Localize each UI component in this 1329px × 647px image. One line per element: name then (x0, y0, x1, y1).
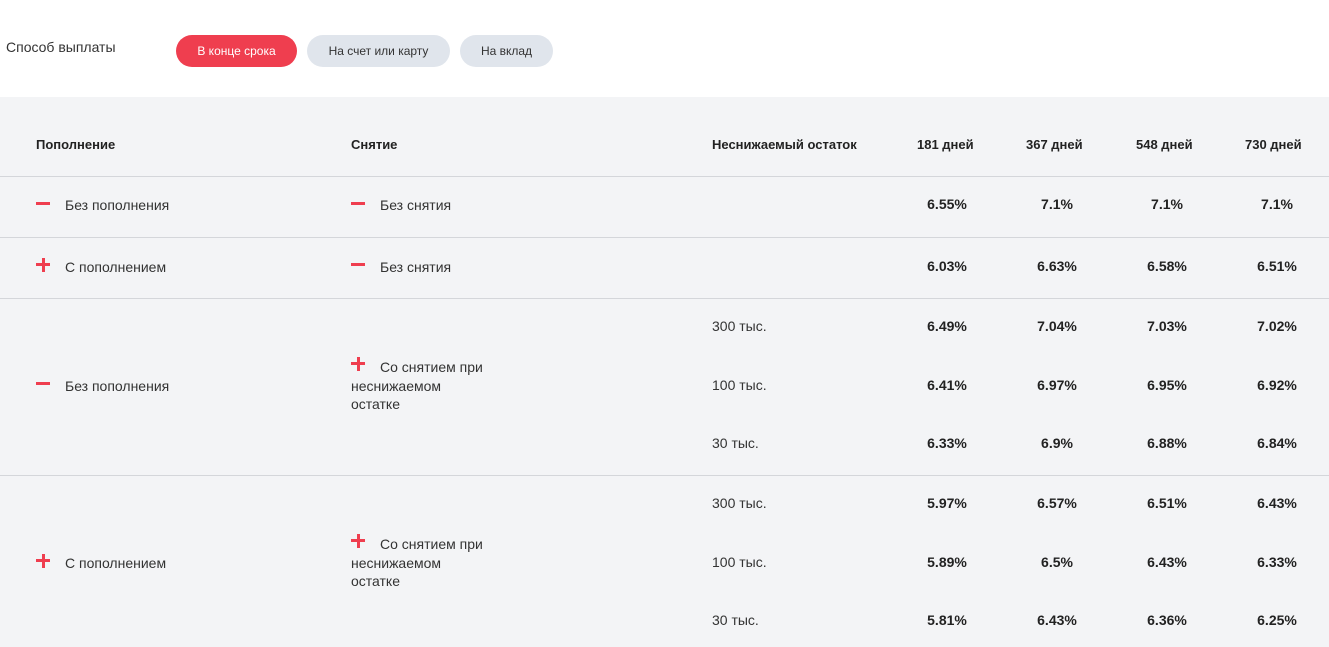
header-548-days: 548 дней (1136, 137, 1193, 152)
rate-367: 6.63% (1037, 258, 1077, 274)
header-367-days: 367 дней (1026, 137, 1083, 152)
row-divider (0, 237, 1329, 238)
rate-548: 6.88% (1147, 435, 1187, 451)
rate-181: 5.89% (927, 554, 967, 570)
rates-table: Пополнение Снятие Неснижаемый остаток 18… (0, 97, 1329, 647)
rate-548: 6.95% (1147, 377, 1187, 393)
withdraw-label: Со снятием при неснижаемом остатке (351, 359, 483, 412)
rate-367: 6.97% (1037, 377, 1077, 393)
row-divider (0, 298, 1329, 299)
rate-181: 6.33% (927, 435, 967, 451)
rate-730: 6.43% (1257, 495, 1297, 511)
rate-181: 6.41% (927, 377, 967, 393)
rate-548: 6.36% (1147, 612, 1187, 628)
rate-548: 6.43% (1147, 554, 1187, 570)
plus-icon (36, 554, 50, 568)
row-divider (0, 475, 1329, 476)
rate-730: 6.51% (1257, 258, 1297, 274)
withdraw-label: Со снятием при неснижаемом остатке (351, 536, 483, 589)
minus-icon (351, 258, 365, 272)
minus-icon (36, 377, 50, 391)
rate-181: 5.81% (927, 612, 967, 628)
rate-181: 5.97% (927, 495, 967, 511)
min-balance: 30 тыс. (712, 435, 759, 451)
rate-548: 7.1% (1151, 196, 1183, 212)
payout-option-account-or-card[interactable]: На счет или карту (307, 35, 450, 67)
payout-method-label: Способ выплаты (6, 39, 116, 55)
header-730-days: 730 дней (1245, 137, 1302, 152)
header-181-days: 181 дней (917, 137, 974, 152)
plus-icon (36, 258, 50, 272)
row-divider (0, 176, 1329, 177)
rate-730: 6.33% (1257, 554, 1297, 570)
payout-option-deposit[interactable]: На вклад (460, 35, 553, 67)
payout-method-bar: Способ выплаты В конце срока На счет или… (0, 0, 1329, 97)
minus-icon (36, 197, 50, 211)
min-balance: 30 тыс. (712, 612, 759, 628)
replenish-label: С пополнением (65, 259, 167, 275)
rate-367: 6.57% (1037, 495, 1077, 511)
rate-730: 7.02% (1257, 318, 1297, 334)
rate-548: 7.03% (1147, 318, 1187, 334)
rate-367: 6.43% (1037, 612, 1077, 628)
header-replenish: Пополнение (36, 137, 116, 152)
rate-730: 6.25% (1257, 612, 1297, 628)
header-withdraw: Снятие (351, 137, 398, 152)
minus-icon (351, 197, 365, 211)
min-balance: 300 тыс. (712, 495, 767, 511)
rate-367: 7.1% (1041, 196, 1073, 212)
rate-367: 7.04% (1037, 318, 1077, 334)
payout-option-end-of-term[interactable]: В конце срока (176, 35, 297, 67)
withdraw-label: Без снятия (380, 197, 452, 213)
rate-181: 6.49% (927, 318, 967, 334)
plus-icon (351, 357, 365, 371)
replenish-label: С пополнением (65, 555, 167, 571)
rate-548: 6.58% (1147, 258, 1187, 274)
min-balance: 300 тыс. (712, 318, 767, 334)
rate-367: 6.9% (1041, 435, 1073, 451)
rate-181: 6.55% (927, 196, 967, 212)
rate-181: 6.03% (927, 258, 967, 274)
plus-icon (351, 534, 365, 548)
rate-730: 6.84% (1257, 435, 1297, 451)
rate-730: 7.1% (1261, 196, 1293, 212)
min-balance: 100 тыс. (712, 554, 767, 570)
rate-367: 6.5% (1041, 554, 1073, 570)
header-min-balance: Неснижаемый остаток (712, 137, 857, 152)
replenish-label: Без пополнения (65, 378, 170, 394)
rate-548: 6.51% (1147, 495, 1187, 511)
withdraw-label: Без снятия (380, 259, 452, 275)
min-balance: 100 тыс. (712, 377, 767, 393)
rate-730: 6.92% (1257, 377, 1297, 393)
replenish-label: Без пополнения (65, 197, 170, 213)
